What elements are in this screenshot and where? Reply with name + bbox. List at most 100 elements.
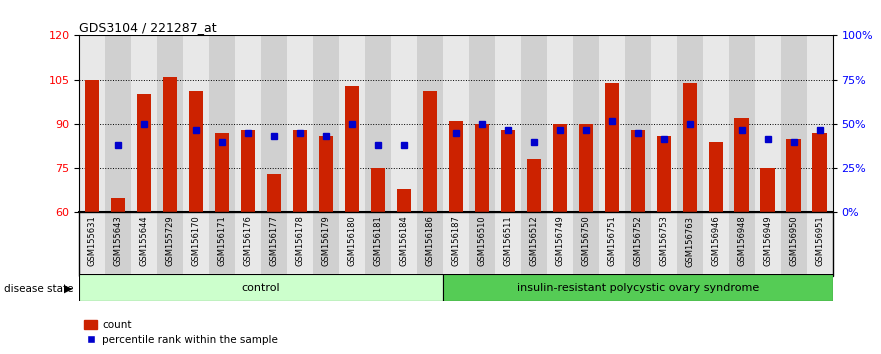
Bar xyxy=(287,212,313,276)
Text: GSM155729: GSM155729 xyxy=(166,216,174,266)
Bar xyxy=(79,274,443,301)
Text: GSM156950: GSM156950 xyxy=(789,216,798,266)
Bar xyxy=(651,35,677,212)
Bar xyxy=(807,212,833,276)
Bar xyxy=(371,168,385,212)
Bar xyxy=(703,212,729,276)
Bar xyxy=(131,35,157,212)
Bar xyxy=(443,212,469,276)
Bar xyxy=(313,35,339,212)
Bar xyxy=(651,212,677,276)
Text: GSM156181: GSM156181 xyxy=(374,216,382,266)
Bar xyxy=(521,212,547,276)
Bar xyxy=(631,130,645,212)
Bar xyxy=(735,118,749,212)
Bar xyxy=(313,212,339,276)
Bar xyxy=(183,35,209,212)
Text: control: control xyxy=(241,282,280,293)
Bar xyxy=(209,212,235,276)
Bar xyxy=(423,91,437,212)
Text: GSM156749: GSM156749 xyxy=(555,216,565,266)
Bar xyxy=(475,124,489,212)
Text: GSM156510: GSM156510 xyxy=(478,216,486,266)
Bar xyxy=(625,35,651,212)
Text: GSM156179: GSM156179 xyxy=(322,216,330,266)
Bar xyxy=(344,86,359,212)
Text: GSM156184: GSM156184 xyxy=(399,216,409,266)
Bar xyxy=(527,159,541,212)
Bar xyxy=(760,168,774,212)
Bar xyxy=(521,35,547,212)
Bar xyxy=(189,91,204,212)
Bar xyxy=(781,212,807,276)
Bar xyxy=(579,124,593,212)
Text: insulin-resistant polycystic ovary syndrome: insulin-resistant polycystic ovary syndr… xyxy=(516,282,759,293)
Bar xyxy=(417,212,443,276)
Bar xyxy=(604,82,619,212)
Bar xyxy=(599,212,625,276)
Bar xyxy=(495,212,521,276)
Bar xyxy=(625,212,651,276)
Bar xyxy=(235,212,261,276)
Bar xyxy=(339,35,365,212)
Bar xyxy=(137,95,152,212)
Text: GSM156178: GSM156178 xyxy=(295,216,305,267)
Text: GSM156511: GSM156511 xyxy=(503,216,513,266)
Bar xyxy=(469,35,495,212)
Legend: count, percentile rank within the sample: count, percentile rank within the sample xyxy=(85,320,278,346)
Bar xyxy=(235,35,261,212)
Bar xyxy=(573,35,599,212)
Bar xyxy=(215,133,229,212)
Bar xyxy=(396,189,411,212)
Bar xyxy=(656,136,670,212)
Text: GDS3104 / 221287_at: GDS3104 / 221287_at xyxy=(79,21,217,34)
Text: GSM156180: GSM156180 xyxy=(347,216,357,266)
Text: GSM156951: GSM156951 xyxy=(815,216,824,266)
Bar xyxy=(365,35,391,212)
Bar xyxy=(365,212,391,276)
Text: GSM156763: GSM156763 xyxy=(685,216,694,267)
Text: GSM156946: GSM156946 xyxy=(711,216,720,266)
Text: GSM156753: GSM156753 xyxy=(659,216,668,267)
Bar xyxy=(469,212,495,276)
Text: GSM156751: GSM156751 xyxy=(607,216,617,266)
Bar xyxy=(391,35,417,212)
Text: GSM156171: GSM156171 xyxy=(218,216,226,266)
Bar xyxy=(443,274,833,301)
Bar xyxy=(417,35,443,212)
Bar xyxy=(547,35,573,212)
Bar xyxy=(183,212,209,276)
Bar xyxy=(703,35,729,212)
Bar xyxy=(85,80,100,212)
Bar xyxy=(708,142,722,212)
Bar xyxy=(448,121,463,212)
Bar xyxy=(261,212,287,276)
Bar xyxy=(573,212,599,276)
Bar xyxy=(547,212,573,276)
Bar xyxy=(79,212,105,276)
Bar xyxy=(677,212,703,276)
Text: GSM156512: GSM156512 xyxy=(529,216,538,266)
Bar xyxy=(79,35,105,212)
Text: disease state: disease state xyxy=(4,284,74,293)
Bar xyxy=(391,212,417,276)
Bar xyxy=(131,212,157,276)
Bar xyxy=(267,174,281,212)
Bar xyxy=(812,133,826,212)
Text: GSM155644: GSM155644 xyxy=(140,216,149,266)
Text: GSM156177: GSM156177 xyxy=(270,216,278,267)
Bar xyxy=(755,35,781,212)
Bar xyxy=(241,130,255,212)
Text: GSM156750: GSM156750 xyxy=(581,216,590,266)
Text: GSM156949: GSM156949 xyxy=(763,216,772,266)
Bar xyxy=(599,35,625,212)
Bar xyxy=(105,35,131,212)
Bar xyxy=(287,35,313,212)
Bar xyxy=(157,35,183,212)
Bar xyxy=(755,212,781,276)
Text: GSM155631: GSM155631 xyxy=(88,216,97,266)
Bar xyxy=(552,124,567,212)
Text: GSM156176: GSM156176 xyxy=(244,216,253,267)
Text: GSM156948: GSM156948 xyxy=(737,216,746,266)
Bar xyxy=(105,212,131,276)
